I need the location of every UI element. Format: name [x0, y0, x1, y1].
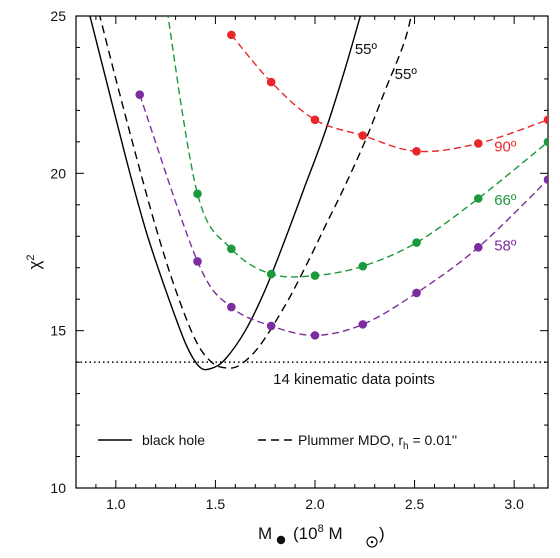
- x-axis-unit-open: (10: [293, 524, 318, 543]
- series-58-point: [412, 288, 421, 298]
- legend-plummer-name: Plummer MDO, r: [298, 432, 403, 448]
- series-66-point: [193, 189, 202, 199]
- x-axis-unit-mass: M: [328, 524, 342, 543]
- series-66-point: [358, 261, 368, 271]
- x-axis-label: M (108 M ): [258, 523, 385, 548]
- series-58-label: 58º: [494, 237, 517, 254]
- series-90-point: [266, 77, 276, 87]
- x-tick-label: 2.0: [305, 496, 325, 512]
- plot-frame: [75, 15, 549, 489]
- series-66-point: [227, 244, 236, 254]
- threshold-label: 14 kinematic data points: [273, 371, 435, 388]
- y-tick-label: 25: [50, 8, 66, 24]
- series-58-point: [135, 90, 145, 99]
- series-58-point: [193, 257, 202, 266]
- y-tick-label: 20: [50, 165, 66, 181]
- series-66-point: [412, 238, 421, 247]
- series-66-point: [543, 137, 548, 147]
- y-axis-label-symbol: χ: [25, 261, 44, 270]
- legend-plummer-tail: = 0.01'': [409, 432, 458, 448]
- sun-symbol-icon: [366, 536, 378, 548]
- series-90-point: [310, 115, 320, 125]
- legend-plummer-sub: h: [403, 441, 409, 452]
- curve-labels: 55º 55º 90º 66º 58º: [355, 41, 517, 255]
- series-58-point: [310, 331, 320, 340]
- legend: black hole Plummer MDO, rh = 0.01'': [98, 432, 457, 452]
- series-58-point: [473, 242, 483, 252]
- series-66-line: [167, 16, 548, 278]
- y-axis-ticks: 10 15 20 25: [50, 8, 548, 496]
- x-axis-unit-exponent: 8: [318, 523, 324, 535]
- x-axis-unit-close: ): [379, 524, 385, 543]
- series-90-point: [227, 30, 236, 40]
- series-90-label: 90º: [494, 138, 517, 155]
- plummer-curve-label: 55º: [395, 66, 418, 83]
- sun-symbol-dot: [370, 540, 374, 544]
- y-tick-label: 15: [50, 323, 66, 339]
- legend-label-black-hole: black hole: [142, 432, 205, 448]
- svg-text:(108 M: (108 M: [293, 523, 343, 543]
- series-90-point: [412, 147, 421, 156]
- plot-area: [76, 16, 548, 371]
- y-axis-label: χ2: [25, 254, 44, 269]
- series-66-label: 66º: [494, 192, 517, 209]
- series-58-point: [227, 302, 236, 312]
- series-66-point: [310, 271, 320, 280]
- series-66-point: [473, 194, 483, 203]
- series-90-point: [543, 115, 548, 125]
- x-tick-label: 2.5: [405, 496, 425, 512]
- series-58-point: [543, 175, 548, 184]
- black-hole-curve: [89, 16, 362, 371]
- y-tick-label: 10: [50, 480, 66, 496]
- svg-text:M: M: [258, 524, 272, 543]
- x-axis-ticks: 1.0 1.5 2.0 2.5 3.0: [95, 16, 535, 512]
- series-58-point: [358, 320, 368, 329]
- series-90-point: [358, 131, 368, 140]
- series-66-point: [266, 269, 276, 279]
- bullet-subscript-icon: [276, 535, 286, 545]
- y-axis-label-exponent: 2: [25, 254, 37, 260]
- x-axis-label-symbol: M: [258, 524, 272, 543]
- x-tick-label: 1.5: [206, 496, 226, 512]
- legend-label-plummer: Plummer MDO, rh = 0.01'': [298, 432, 457, 452]
- x-tick-label: 1.0: [106, 496, 126, 512]
- series-58-line: [139, 94, 548, 337]
- series-90-point: [473, 139, 483, 148]
- series-58-point: [266, 321, 276, 331]
- series-90-line: [230, 34, 548, 153]
- x-tick-label: 3.0: [504, 496, 524, 512]
- black-hole-curve-label: 55º: [355, 41, 378, 58]
- plummer-curve: [99, 16, 412, 369]
